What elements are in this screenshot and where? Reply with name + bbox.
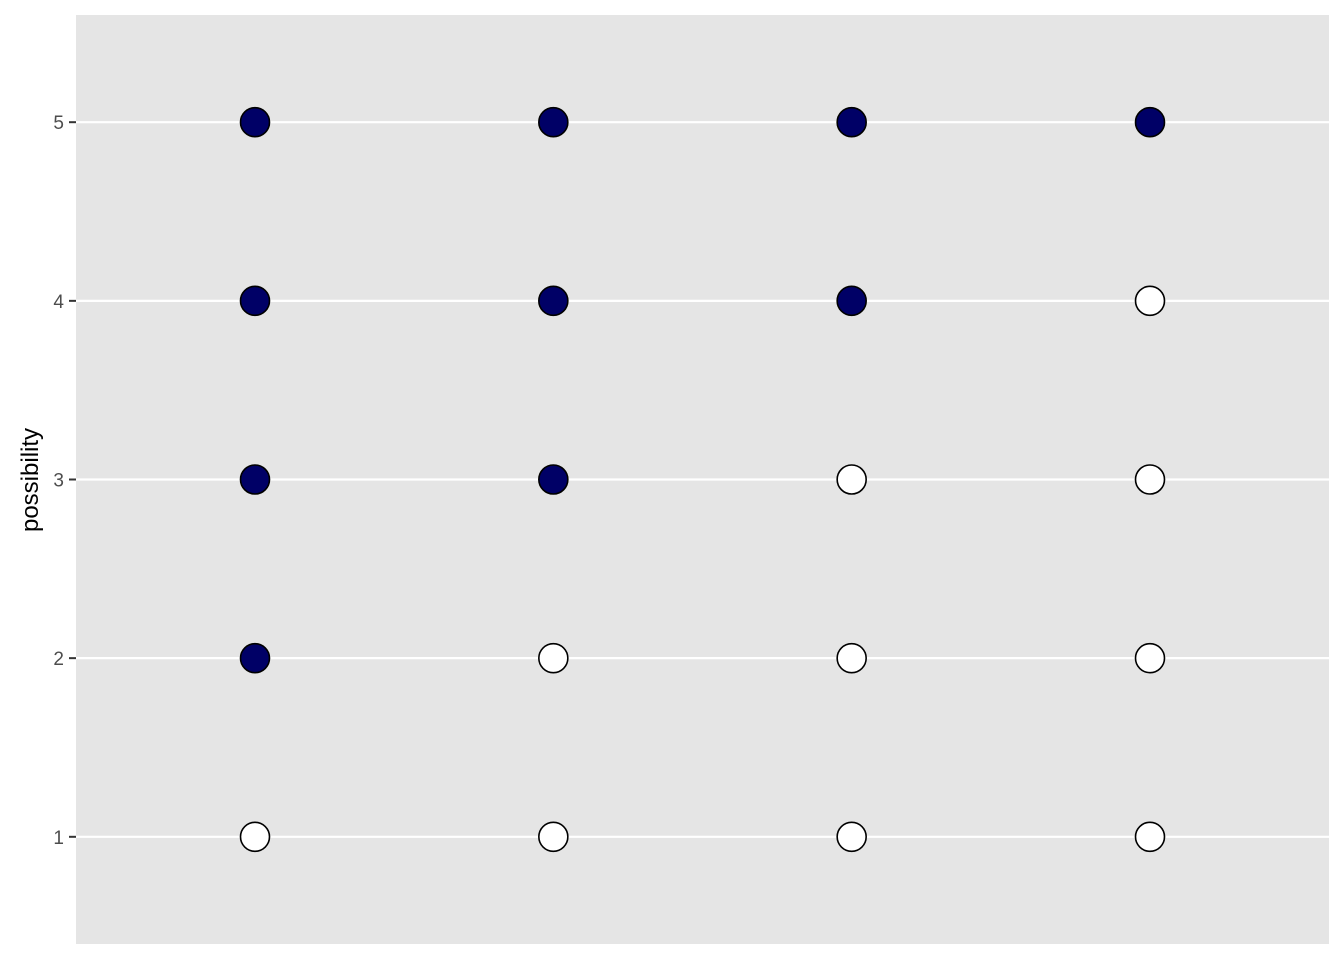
point-filled-x2-y5 <box>538 106 569 138</box>
point-filled-x2-y4 <box>538 285 569 317</box>
y-axis-ticks <box>69 121 76 838</box>
point-empty-x2-y1 <box>538 821 569 853</box>
point-empty-x4-y1 <box>1134 821 1166 853</box>
y-tick-label-5: 5 <box>53 113 64 134</box>
grid-lines <box>76 121 1329 838</box>
point-empty-x3-y2 <box>836 642 867 674</box>
data-points <box>239 106 1166 853</box>
point-empty-x4-y2 <box>1134 642 1166 674</box>
point-filled-x1-y5 <box>239 106 271 138</box>
point-empty-x4-y3 <box>1134 464 1166 495</box>
point-empty-x3-y3 <box>836 464 867 495</box>
point-filled-x1-y4 <box>239 285 271 317</box>
point-filled-x3-y5 <box>836 106 867 138</box>
point-filled-x3-y4 <box>836 285 867 317</box>
point-filled-x1-y3 <box>239 464 271 495</box>
y-tick-label-3: 3 <box>53 471 64 492</box>
y-tick-label-2: 2 <box>53 649 64 670</box>
point-empty-x1-y1 <box>239 821 271 853</box>
point-filled-x2-y3 <box>538 464 569 495</box>
point-empty-x4-y4 <box>1134 285 1166 317</box>
y-tick-label-1: 1 <box>53 828 64 849</box>
y-axis-title: possibility <box>17 428 44 532</box>
point-empty-x2-y2 <box>538 642 569 674</box>
y-axis-tick-labels: 1 2 3 4 5 <box>53 113 64 849</box>
y-tick-label-4: 4 <box>53 292 64 313</box>
point-filled-x1-y2 <box>239 642 271 674</box>
point-filled-x4-y5 <box>1134 106 1166 138</box>
point-empty-x3-y1 <box>836 821 867 853</box>
